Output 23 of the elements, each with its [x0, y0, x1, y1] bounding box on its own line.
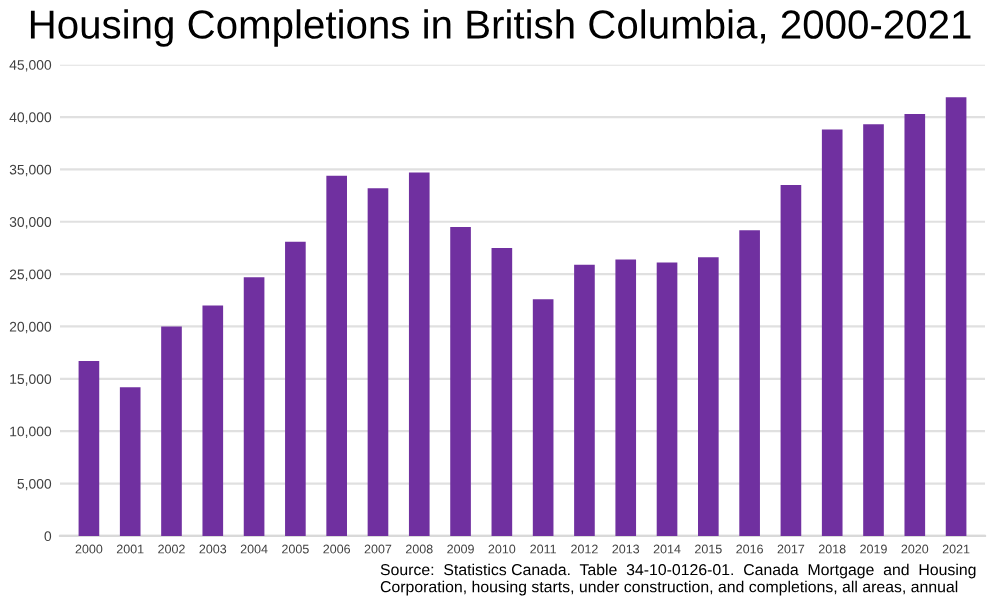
bar — [945, 97, 967, 536]
bar — [780, 185, 802, 536]
bar — [78, 361, 100, 536]
bar — [574, 264, 595, 536]
bar — [161, 326, 182, 536]
bar — [450, 227, 471, 536]
bar — [491, 247, 513, 536]
bar — [656, 262, 678, 536]
bar — [698, 257, 719, 536]
bar — [202, 305, 224, 536]
bar — [821, 129, 843, 536]
bar — [285, 241, 306, 536]
bar — [243, 277, 265, 536]
bar — [739, 230, 760, 536]
bar — [119, 387, 141, 536]
bar — [615, 259, 637, 536]
bar — [863, 124, 884, 536]
bar — [408, 172, 430, 536]
bar — [367, 188, 389, 536]
bar — [904, 113, 926, 536]
bar — [532, 299, 554, 536]
chart-title: Housing Completions in British Columbia, 2000-2021 — [30, 9, 971, 47]
bar — [326, 175, 347, 536]
